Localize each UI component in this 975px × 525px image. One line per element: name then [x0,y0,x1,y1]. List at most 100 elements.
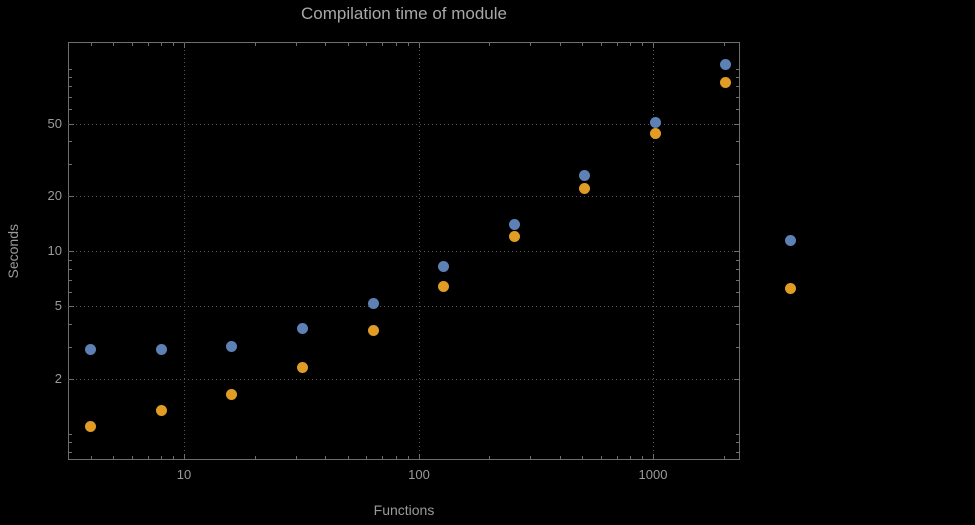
y-tick-minor [736,77,739,78]
x-tick-minor [582,43,583,46]
chart-title: Compilation time of module [301,4,507,23]
y-gridline [68,251,740,252]
y-tick-minor [736,109,739,110]
x-tick-minor [617,456,618,459]
y-tick-label: 2 [54,371,62,386]
x-gridline [419,42,420,460]
data-point-blue-series [508,219,520,231]
y-tick-major [734,251,739,252]
y-tick-minor [736,164,739,165]
x-tick-minor [630,456,631,459]
y-tick-minor [736,260,739,261]
y-tick-minor [736,324,739,325]
y-tick-major [734,306,739,307]
y-tick-minor [69,86,72,87]
y-tick-minor [736,97,739,98]
x-tick-label: 100 [408,467,430,482]
x-tick-minor [724,43,725,46]
y-tick-label: 50 [47,116,62,131]
y-tick-minor [736,434,739,435]
y-tick-minor [736,69,739,70]
x-tick-minor [255,43,256,46]
x-tick-major [419,43,420,48]
data-point-orange-series [155,404,167,416]
x-tick-minor [630,43,631,46]
data-point-blue-series [649,116,661,128]
data-point-blue-series [579,170,591,182]
y-tick-label: 5 [54,298,62,313]
y-tick-minor [69,77,72,78]
y-tick-major [734,196,739,197]
x-tick-minor [582,456,583,459]
x-tick-minor [348,43,349,46]
x-tick-minor [173,456,174,459]
x-tick-minor [560,43,561,46]
y-tick-major [69,251,74,252]
data-point-orange-series [649,128,661,140]
y-tick-minor [69,452,72,453]
y-tick-minor [736,452,739,453]
y-gridline [68,124,740,125]
data-point-orange-series [367,324,379,336]
y-tick-major [69,306,74,307]
x-tick-minor [601,456,602,459]
y-tick-minor [736,280,739,281]
y-tick-minor [69,269,72,270]
data-point-blue-series [155,343,167,355]
data-point-orange-series [296,362,308,374]
y-tick-minor [736,442,739,443]
x-tick-minor [148,456,149,459]
y-tick-major [69,124,74,125]
y-tick-minor [69,292,72,293]
data-point-blue-series [438,260,450,272]
x-tick-minor [382,43,383,46]
data-point-orange-series [438,281,450,293]
data-point-orange-series [720,77,732,89]
x-tick-minor [530,456,531,459]
data-point-blue-series [367,297,379,309]
x-tick-minor [724,456,725,459]
y-tick-label: 10 [47,243,62,258]
x-tick-major [419,454,420,459]
y-tick-major [734,124,739,125]
x-tick-minor [601,43,602,46]
data-point-orange-series [226,388,238,400]
y-tick-major [69,379,74,380]
x-tick-major [653,43,654,48]
x-tick-label: 1000 [638,467,668,482]
x-tick-minor [91,456,92,459]
x-axis-label: Functions [373,502,435,518]
y-tick-minor [69,434,72,435]
x-tick-minor [132,456,133,459]
x-tick-minor [161,456,162,459]
y-tick-minor [69,347,72,348]
x-tick-minor [113,456,114,459]
data-point-orange-series [508,231,520,243]
y-tick-minor [736,347,739,348]
y-tick-minor [69,324,72,325]
y-tick-minor [736,269,739,270]
x-tick-major [653,454,654,459]
x-tick-minor [366,43,367,46]
x-tick-minor [132,43,133,46]
x-tick-minor [255,456,256,459]
y-tick-label: 20 [47,188,62,203]
data-point-blue-series [720,59,732,71]
x-tick-minor [642,456,643,459]
x-tick-minor [396,43,397,46]
data-point-blue-series [296,322,308,334]
x-tick-minor [642,43,643,46]
legend-marker [784,234,796,246]
x-tick-minor [325,43,326,46]
x-tick-minor [408,456,409,459]
y-tick-minor [69,97,72,98]
x-tick-minor [396,456,397,459]
y-tick-minor [736,141,739,142]
x-tick-minor [489,456,490,459]
x-tick-minor [113,43,114,46]
data-point-blue-series [85,343,97,355]
x-gridline [653,42,654,460]
y-tick-minor [69,442,72,443]
x-tick-minor [296,43,297,46]
